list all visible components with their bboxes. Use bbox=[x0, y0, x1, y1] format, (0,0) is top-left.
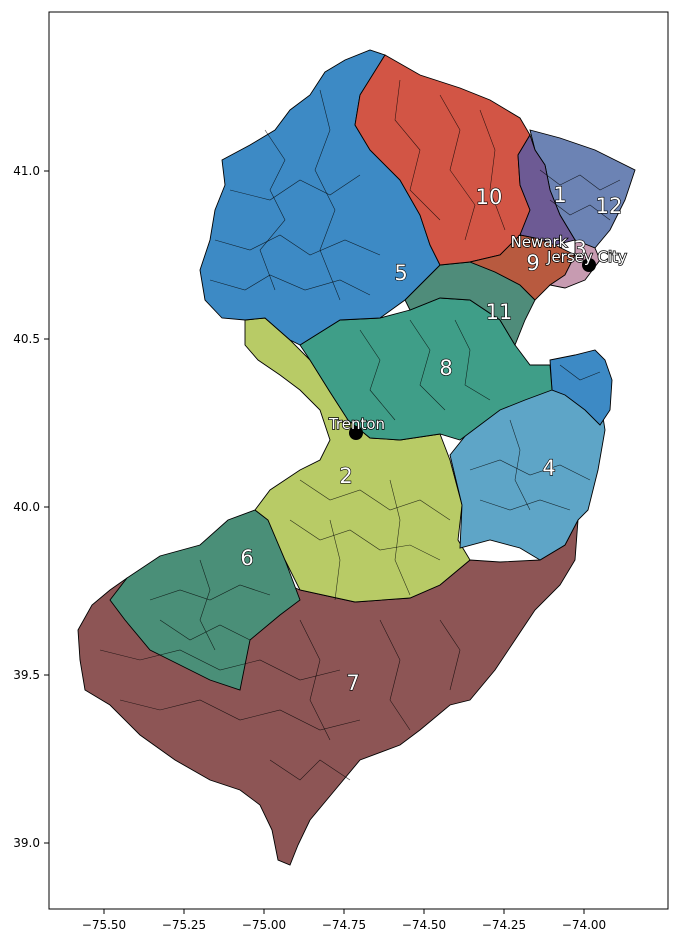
district-label-6: 6 bbox=[240, 546, 253, 570]
y-tick-label: 40.5 bbox=[13, 332, 40, 346]
district-6-shape bbox=[109, 509, 301, 691]
city-marker-dot bbox=[349, 426, 363, 440]
y-tick-label: 39.0 bbox=[13, 836, 40, 850]
city-label-trenton: Trenton bbox=[328, 415, 385, 433]
x-tick-label: −74.00 bbox=[562, 918, 606, 932]
x-tick-label: −74.75 bbox=[322, 918, 366, 932]
district-3-shape bbox=[548, 239, 601, 289]
city-label-newark: Newark bbox=[511, 233, 568, 251]
district-label-11: 11 bbox=[486, 300, 513, 324]
x-axis: −75.50 −75.25 −75.00 −74.75 −74.50 −74.2… bbox=[82, 909, 606, 932]
municipal-boundaries bbox=[99, 79, 621, 781]
districts-layer bbox=[77, 49, 636, 866]
x-tick-label: −74.50 bbox=[402, 918, 446, 932]
district-label-7: 7 bbox=[346, 671, 359, 695]
district-label-1: 1 bbox=[553, 183, 566, 207]
x-tick-label: −75.50 bbox=[82, 918, 126, 932]
district-label-5: 5 bbox=[394, 261, 407, 285]
y-tick-label: 41.0 bbox=[13, 164, 40, 178]
district-label-8: 8 bbox=[439, 356, 452, 380]
district-label-12: 12 bbox=[596, 194, 623, 218]
district-label-9: 9 bbox=[526, 251, 539, 275]
city-marker-dot bbox=[582, 258, 596, 272]
district-labels: 1 2 3 4 5 6 7 8 9 10 11 12 bbox=[240, 182, 623, 695]
district-5-coastal-shape bbox=[549, 349, 613, 426]
district-label-4: 4 bbox=[542, 456, 555, 480]
city-label-jersey-city: Jersey City bbox=[546, 248, 627, 266]
district-label-10: 10 bbox=[476, 185, 503, 209]
city-markers: Newark Jersey City Trenton bbox=[327, 232, 628, 440]
y-tick-label: 40.0 bbox=[13, 500, 40, 514]
district-label-3: 3 bbox=[573, 237, 586, 261]
y-axis: 41.0 40.5 40.0 39.5 39.0 bbox=[13, 164, 49, 850]
district-label-2: 2 bbox=[339, 464, 352, 488]
x-tick-label: −75.00 bbox=[242, 918, 286, 932]
y-tick-label: 39.5 bbox=[13, 668, 40, 682]
x-tick-label: −74.25 bbox=[482, 918, 526, 932]
x-tick-label: −75.25 bbox=[162, 918, 206, 932]
